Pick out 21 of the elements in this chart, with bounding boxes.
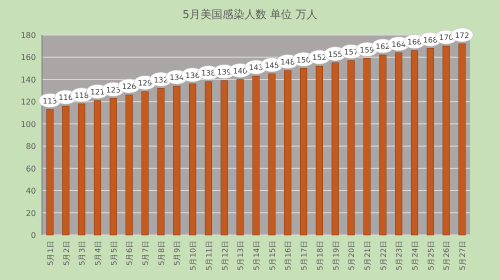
bar xyxy=(332,62,339,236)
y-tick-label: 140 xyxy=(20,75,36,84)
y-tick-label: 40 xyxy=(26,186,36,196)
y-tick-label: 80 xyxy=(26,142,36,152)
y-tick-label: 20 xyxy=(26,208,36,218)
bar xyxy=(395,52,402,236)
y-tick-label: 60 xyxy=(26,164,36,174)
y-tick-label: 100 xyxy=(20,120,36,129)
bar xyxy=(78,104,86,236)
bar xyxy=(189,84,196,236)
bar xyxy=(363,58,371,236)
bar xyxy=(300,68,308,236)
y-tick-label: 0 xyxy=(30,231,36,240)
y-tick-label: 120 xyxy=(20,98,36,107)
bar xyxy=(110,98,117,236)
bar xyxy=(157,88,164,236)
y-tick-label: 160 xyxy=(20,53,36,62)
bar xyxy=(458,44,466,236)
y-tick-label: 180 xyxy=(20,31,36,40)
bar xyxy=(426,48,434,236)
chart-title: 5月美国感染人数 单位 万人 xyxy=(182,8,318,21)
